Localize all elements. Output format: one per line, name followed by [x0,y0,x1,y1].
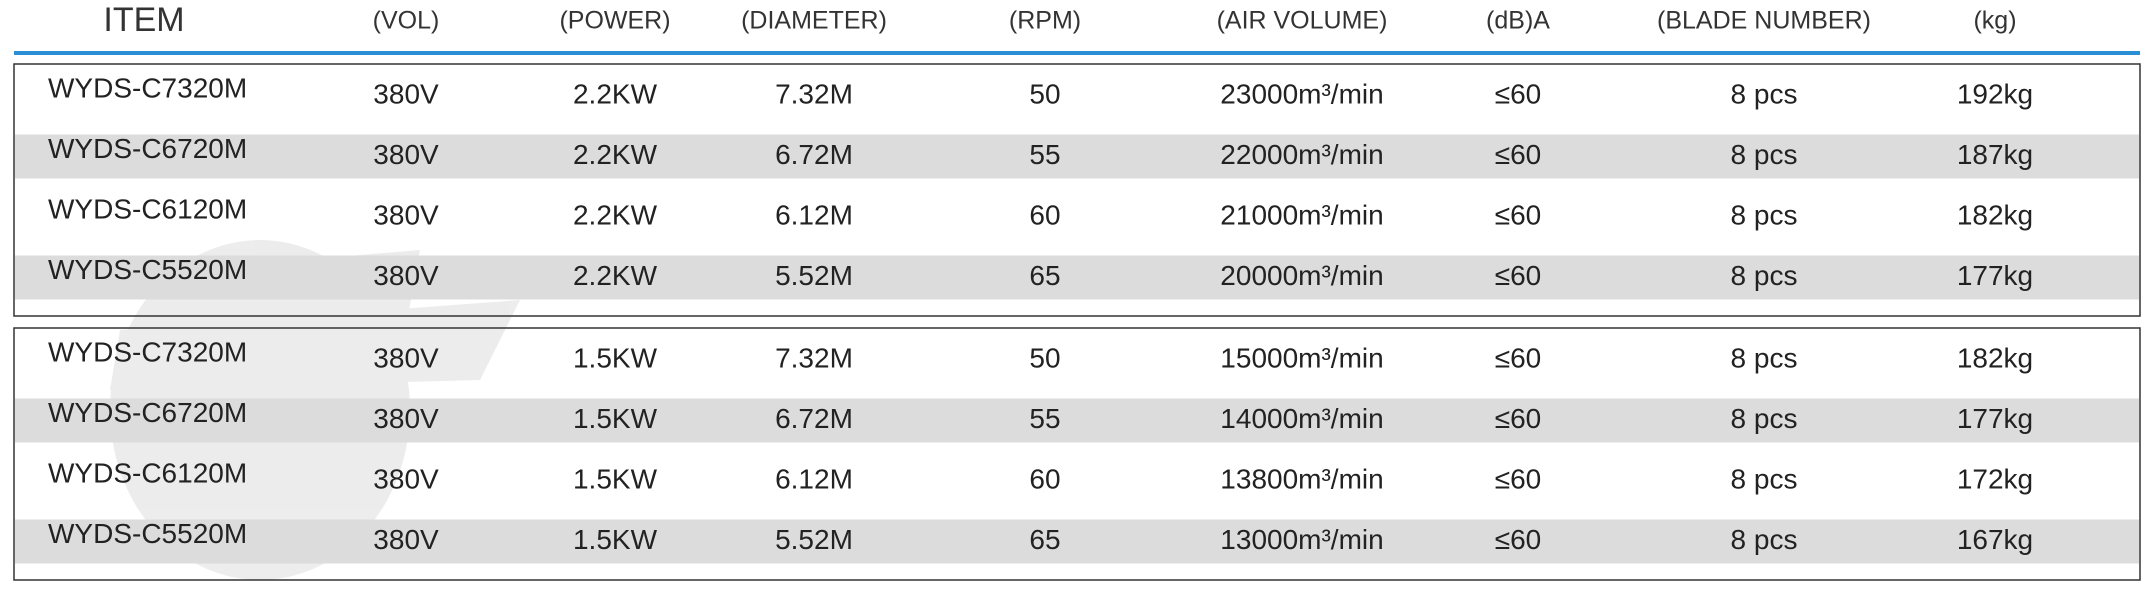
row-shade [15,134,2139,179]
model-cell: WYDS-C7320M [48,72,247,103]
value-cell: 177kg [1957,403,2033,434]
value-cell: 6.12M [775,463,853,494]
value-cell: 23000m³/min [1220,78,1383,109]
value-cell: 8 pcs [1731,199,1798,230]
value-cell: ≤60 [1495,260,1542,291]
value-cell: 8 pcs [1731,260,1798,291]
value-cell: 55 [1029,403,1060,434]
value-cell: 21000m³/min [1220,199,1383,230]
value-cell: 8 pcs [1731,78,1798,109]
value-cell: 1.5KW [573,342,658,373]
value-cell: 182kg [1957,199,2033,230]
value-cell: 2.2KW [573,199,658,230]
column-header: (POWER) [559,7,670,35]
value-cell: 6.72M [775,403,853,434]
model-cell: WYDS-C6120M [48,457,247,488]
column-header: (dB)A [1486,7,1550,35]
group-box [13,63,2141,317]
value-cell: 2.2KW [573,260,658,291]
column-header: ITEM [103,1,184,39]
value-cell: 1.5KW [573,463,658,494]
model-cell: WYDS-C5520M [48,518,247,549]
column-header: (VOL) [373,7,440,35]
value-cell: 380V [373,524,439,555]
value-cell: 380V [373,260,439,291]
value-cell: 182kg [1957,342,2033,373]
value-cell: 380V [373,463,439,494]
value-cell: 50 [1029,78,1060,109]
value-cell: 22000m³/min [1220,139,1383,170]
value-cell: 167kg [1957,524,2033,555]
value-cell: 6.12M [775,199,853,230]
value-cell: 172kg [1957,463,2033,494]
value-cell: 13800m³/min [1220,463,1383,494]
model-cell: WYDS-C5520M [48,254,247,285]
row-shade [15,519,2139,564]
value-cell: ≤60 [1495,524,1542,555]
value-cell: 7.32M [775,78,853,109]
model-cell: WYDS-C6720M [48,397,247,428]
value-cell: 50 [1029,342,1060,373]
value-cell: 7.32M [775,342,853,373]
value-cell: 187kg [1957,139,2033,170]
value-cell: 2.2KW [573,78,658,109]
column-header: (kg) [1973,7,2016,35]
value-cell: 14000m³/min [1220,403,1383,434]
value-cell: 6.72M [775,139,853,170]
value-cell: 55 [1029,139,1060,170]
value-cell: 192kg [1957,78,2033,109]
value-cell: 1.5KW [573,403,658,434]
value-cell: 380V [373,199,439,230]
value-cell: ≤60 [1495,463,1542,494]
value-cell: 380V [373,342,439,373]
group-box [13,327,2141,581]
column-header: (DIAMETER) [741,7,887,35]
value-cell: 20000m³/min [1220,260,1383,291]
value-cell: 1.5KW [573,524,658,555]
value-cell: ≤60 [1495,78,1542,109]
value-cell: 8 pcs [1731,342,1798,373]
value-cell: 8 pcs [1731,403,1798,434]
value-cell: 380V [373,139,439,170]
value-cell: 15000m³/min [1220,342,1383,373]
value-cell: 60 [1029,199,1060,230]
model-cell: WYDS-C6720M [48,133,247,164]
value-cell: 8 pcs [1731,524,1798,555]
column-header: (RPM) [1009,7,1081,35]
row-shade [15,255,2139,300]
value-cell: 2.2KW [573,139,658,170]
model-cell: WYDS-C6120M [48,193,247,224]
value-cell: 380V [373,403,439,434]
column-header: (AIR VOLUME) [1217,7,1388,35]
value-cell: ≤60 [1495,199,1542,230]
value-cell: 380V [373,78,439,109]
value-cell: ≤60 [1495,139,1542,170]
value-cell: ≤60 [1495,403,1542,434]
value-cell: 8 pcs [1731,463,1798,494]
value-cell: 8 pcs [1731,139,1798,170]
model-cell: WYDS-C7320M [48,336,247,367]
value-cell: 5.52M [775,260,853,291]
value-cell: 65 [1029,524,1060,555]
value-cell: 60 [1029,463,1060,494]
column-header: (BLADE NUMBER) [1657,7,1871,35]
row-shade [15,398,2139,443]
value-cell: 13000m³/min [1220,524,1383,555]
value-cell: 65 [1029,260,1060,291]
value-cell: 177kg [1957,260,2033,291]
value-cell: ≤60 [1495,342,1542,373]
value-cell: 5.52M [775,524,853,555]
